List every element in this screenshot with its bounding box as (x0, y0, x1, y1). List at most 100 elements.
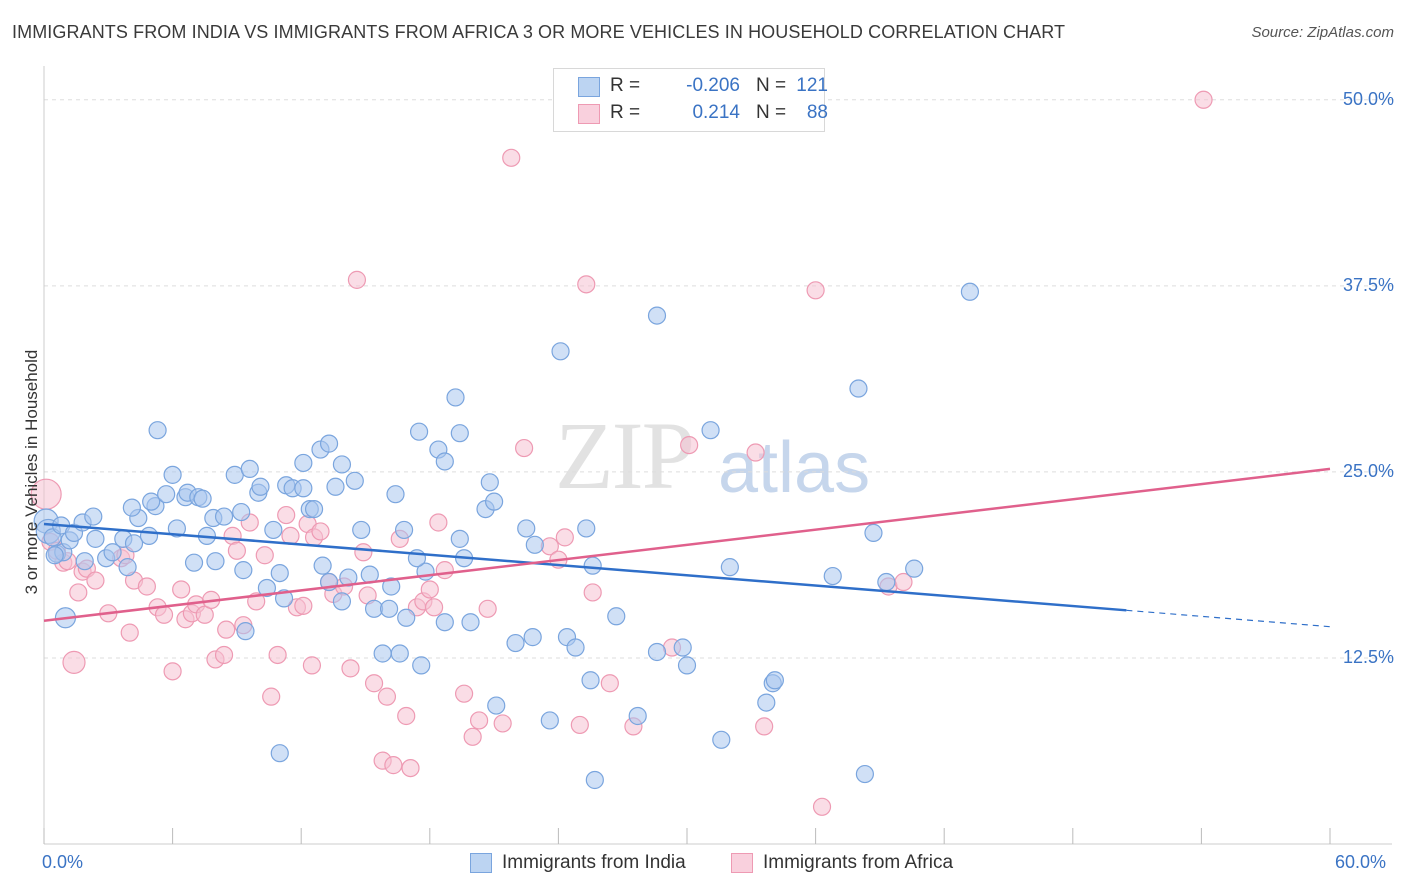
point-india (122, 498, 141, 517)
point-india (450, 529, 469, 548)
point-india (45, 546, 64, 565)
point-india (214, 507, 234, 526)
africa-swatch (578, 104, 600, 124)
point-africa (172, 580, 191, 599)
point-africa (577, 275, 596, 294)
point-africa (420, 580, 439, 599)
point-africa (812, 797, 832, 816)
point-africa (255, 546, 274, 565)
point-india (506, 633, 525, 653)
point-india (673, 638, 692, 657)
legend-africa-swatch (731, 853, 753, 873)
point-india (720, 558, 739, 577)
point-india (855, 764, 874, 784)
india-r-value: -0.206 (686, 75, 740, 96)
point-india (124, 534, 144, 553)
point-india (540, 711, 559, 730)
point-india (332, 592, 352, 611)
point-india (379, 599, 399, 618)
point-india (84, 507, 103, 526)
point-india (234, 561, 253, 580)
point-india (461, 613, 480, 632)
stats-box: R = -0.206 N = 121 R = 0.214 N = 88 (553, 68, 828, 132)
point-india (397, 608, 416, 627)
point-africa (583, 583, 602, 602)
series-africa-points (30, 90, 1213, 816)
point-africa (493, 714, 512, 733)
point-india (765, 671, 784, 690)
point-india (86, 529, 105, 548)
point-africa (354, 543, 373, 562)
point-africa (469, 711, 489, 730)
point-india (163, 465, 182, 484)
point-india (75, 552, 94, 571)
africa-r-value: 0.214 (692, 102, 740, 123)
point-africa (755, 717, 774, 736)
point-india (294, 479, 313, 498)
series-india-points (33, 282, 980, 790)
point-africa (341, 659, 360, 678)
point-india (294, 453, 313, 473)
axes (43, 66, 1392, 845)
point-india (240, 459, 259, 479)
chart-title: IMMIGRANTS FROM INDIA VS IMMIGRANTS FROM… (12, 22, 1066, 42)
point-india (251, 477, 270, 496)
point-india (264, 520, 283, 540)
point-india (373, 644, 392, 663)
point-india (647, 306, 667, 325)
point-africa (217, 620, 236, 639)
point-africa (478, 599, 497, 618)
point-india (313, 556, 332, 575)
point-africa (311, 522, 330, 541)
point-india (435, 452, 454, 471)
point-africa (277, 505, 296, 525)
point-india (394, 520, 414, 540)
point-africa (454, 684, 474, 703)
point-africa (86, 571, 105, 590)
point-africa (227, 541, 246, 560)
point-india (712, 730, 731, 749)
point-india (517, 519, 536, 538)
point-africa (429, 513, 448, 532)
point-africa (424, 598, 444, 617)
y-tick-label: 12.5% (1342, 646, 1394, 667)
point-africa (62, 650, 86, 675)
point-india (435, 613, 454, 632)
point-india (757, 693, 776, 712)
x-tick-label-max: 60.0% (1335, 852, 1387, 872)
point-india (157, 485, 176, 504)
point-africa (281, 526, 300, 545)
point-india (167, 519, 186, 538)
india-swatch (578, 77, 600, 97)
point-india (390, 644, 409, 663)
point-india (551, 342, 570, 361)
point-africa (120, 623, 139, 642)
trend-line-india-extension (1126, 609, 1331, 628)
india-n-value: 121 (796, 75, 828, 96)
legend-india-label: Immigrants from India (502, 852, 686, 873)
point-africa (377, 687, 397, 706)
point-india (319, 434, 339, 453)
india-r-label: R = (610, 75, 641, 96)
point-india (480, 473, 499, 492)
point-africa (746, 443, 765, 462)
trend-line-india (43, 522, 1127, 612)
point-india (864, 523, 883, 543)
point-africa (600, 674, 619, 693)
point-india (386, 485, 405, 504)
point-africa (302, 656, 322, 675)
x-tick-label-min: 0.0% (42, 852, 84, 872)
point-india (485, 492, 504, 511)
point-india (877, 572, 896, 592)
point-africa (154, 605, 174, 624)
trend-lines (43, 467, 1331, 628)
point-india (193, 489, 212, 508)
point-india (701, 421, 720, 440)
point-africa (347, 270, 367, 289)
point-india (446, 388, 465, 407)
point-india (583, 556, 602, 575)
point-india (566, 638, 585, 657)
point-africa (384, 756, 403, 775)
point-india (487, 696, 506, 715)
